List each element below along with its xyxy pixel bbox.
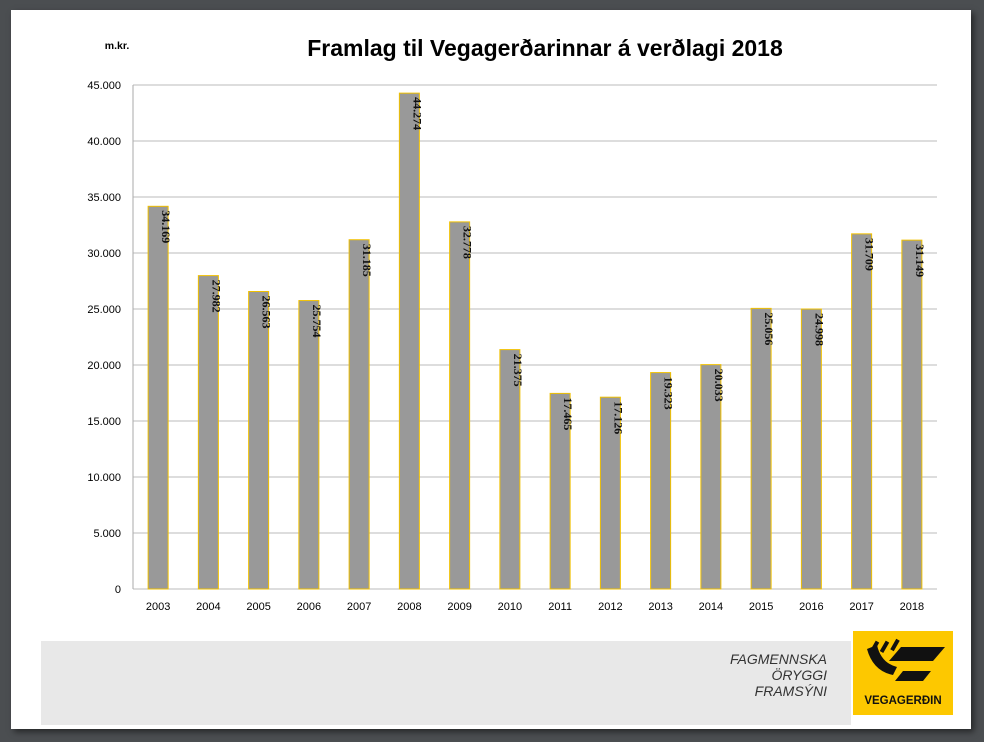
data-label: 17.465 [561,397,575,430]
x-tick-label: 2015 [749,601,773,613]
x-tick-label: 2006 [297,601,321,613]
data-label: 31.709 [863,238,877,271]
x-tick-label: 2018 [900,601,924,613]
y-tick-label: 45.000 [87,80,121,92]
road-logo-icon [867,638,945,681]
data-label: 44.274 [410,97,424,130]
bar [750,307,772,590]
bar [700,364,722,590]
bar [197,275,219,590]
data-label: 25.056 [762,312,776,345]
x-tick-label: 2007 [347,601,371,613]
x-tick-label: 2003 [146,601,170,613]
bar [499,349,521,590]
y-tick-label: 20.000 [87,360,121,372]
logo-text: VEGAGERÐIN [864,695,942,707]
y-tick-label: 35.000 [87,192,121,204]
slogan-line: ÖRYGGI [771,667,828,683]
data-label: 31.185 [360,244,374,277]
bar [650,372,672,590]
bar [851,233,873,590]
data-label: 20.033 [712,369,726,402]
chart-title: Framlag til Vegagerðarinnar á verðlagi 2… [307,35,783,61]
y-tick-label: 25.000 [87,304,121,316]
bar [398,92,420,590]
slogan-line: FAGMENNSKA [730,651,827,667]
y-axis-unit: m.kr. [105,40,130,52]
y-tick-label: 15.000 [87,416,121,428]
data-label: 17.126 [611,401,625,434]
data-label: 32.778 [461,226,475,259]
bar [449,221,471,590]
x-tick-label: 2017 [849,601,873,613]
x-tick-label: 2011 [548,601,572,613]
y-tick-label: 10.000 [87,472,121,484]
bar [599,396,621,590]
x-tick-label: 2012 [598,601,622,613]
y-tick-label: 30.000 [87,248,121,260]
bar [298,300,320,590]
bar-chart: Framlag til Vegagerðarinnar á verðlagi 2… [87,35,937,613]
x-tick-label: 2009 [447,601,471,613]
bar [901,239,923,590]
data-label: 25.754 [310,305,324,338]
data-label: 19.323 [662,377,676,410]
y-tick-label: 0 [115,584,121,596]
data-label: 34.169 [159,210,173,243]
bar [348,239,370,590]
data-label: 24.998 [812,313,826,346]
slogan: FAGMENNSKA ÖRYGGI FRAMSÝNI [730,651,827,699]
x-tick-label: 2008 [397,601,421,613]
slide: Framlag til Vegagerðarinnar á verðlagi 2… [11,10,971,729]
x-tick-label: 2010 [498,601,522,613]
data-label: 27.982 [209,280,223,313]
vegagerdin-logo: VEGAGERÐIN [853,631,953,715]
data-label: 31.149 [913,244,927,277]
y-tick-label: 5.000 [93,528,121,540]
data-label: 21.375 [511,354,525,387]
footer-band: FAGMENNSKA ÖRYGGI FRAMSÝNI [41,641,851,725]
bar [800,308,822,590]
bar [147,205,169,590]
slogan-line: FRAMSÝNI [754,683,827,699]
bar [248,290,270,590]
bar [549,392,571,590]
x-tick-label: 2004 [196,601,220,613]
x-tick-label: 2013 [648,601,672,613]
data-label: 26.563 [260,295,274,328]
x-tick-label: 2016 [799,601,823,613]
x-tick-label: 2005 [246,601,270,613]
x-tick-label: 2014 [699,601,723,613]
y-tick-label: 40.000 [87,136,121,148]
